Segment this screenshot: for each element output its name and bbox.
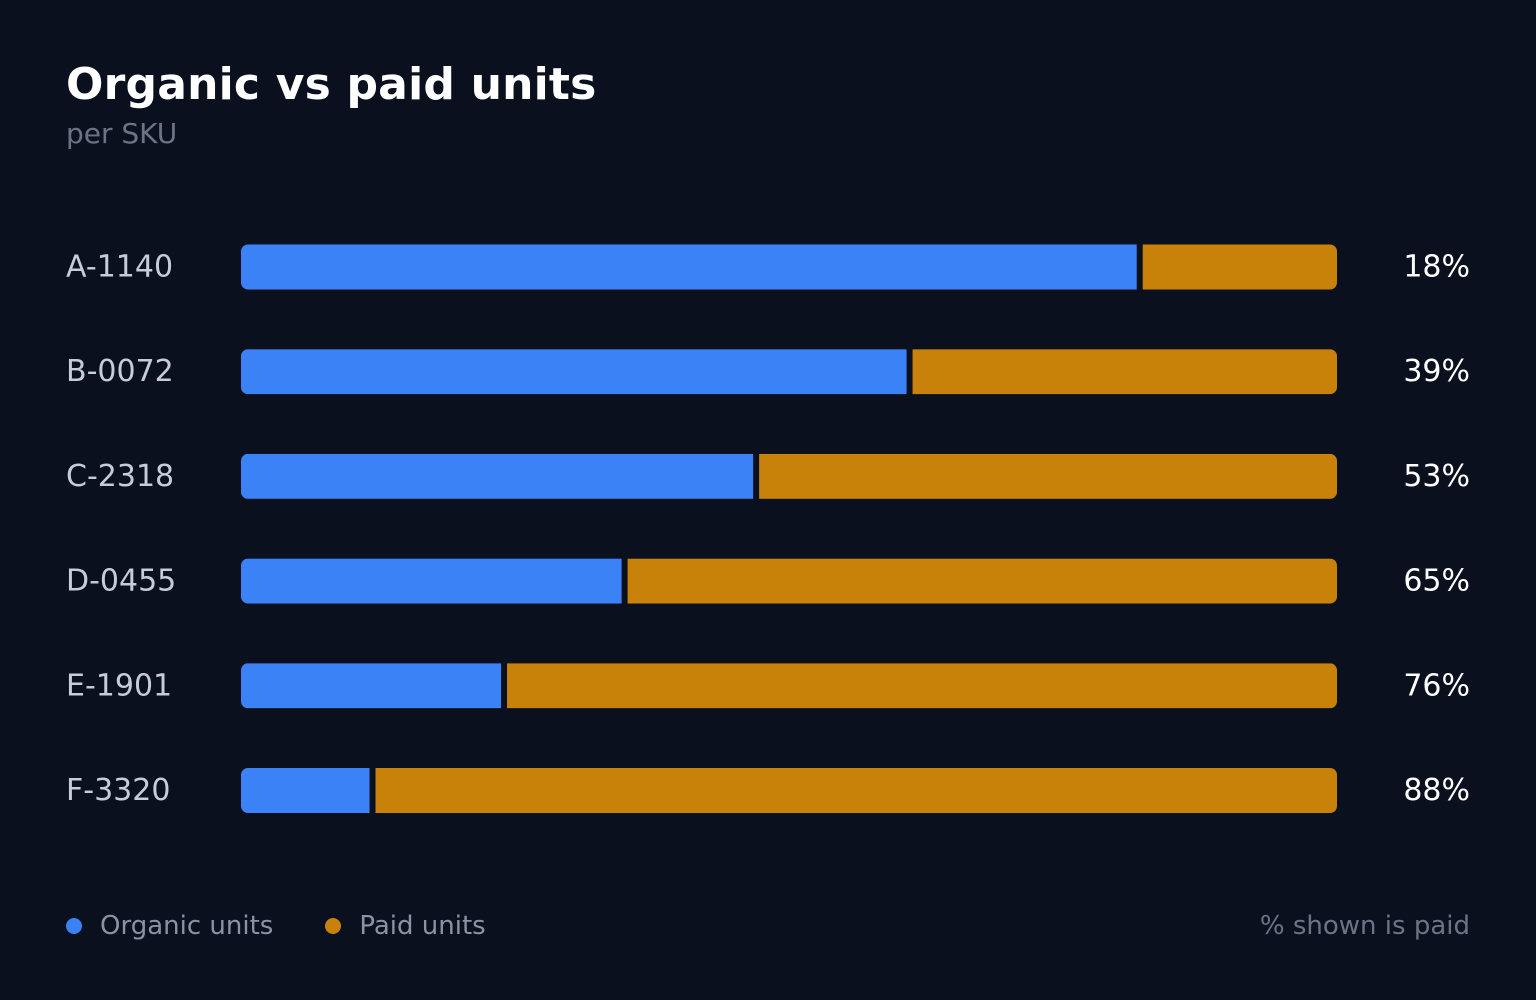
- bar-row: [241, 663, 1337, 709]
- bar-segment-organic: [241, 349, 907, 395]
- legend: Organic units Paid units: [66, 908, 538, 944]
- bar-segment-organic: [241, 558, 622, 604]
- bar-segment-paid: [1142, 244, 1337, 290]
- category-label: E-1901: [66, 668, 172, 703]
- bar-segment-paid: [759, 453, 1337, 499]
- value-label: 76%: [1403, 668, 1470, 703]
- bar-segment-organic: [241, 663, 502, 709]
- bar-segment-paid: [375, 768, 1337, 813]
- value-label: 18%: [1403, 250, 1470, 285]
- chart-title: Organic vs paid units: [66, 59, 597, 110]
- bar-segment-paid: [507, 663, 1337, 709]
- category-label: F-3320: [66, 773, 170, 808]
- value-label: 53%: [1403, 459, 1470, 494]
- category-label: B-0072: [66, 354, 174, 389]
- category-label: D-0455: [66, 564, 176, 599]
- value-label: 65%: [1403, 564, 1470, 599]
- legend-label-organic: Organic units: [100, 911, 274, 941]
- bar-segment-organic: [241, 453, 754, 499]
- chart-footnote: % shown is paid: [1259, 911, 1470, 941]
- value-label: 39%: [1403, 354, 1470, 389]
- bar-row: [241, 453, 1337, 499]
- legend-swatch-paid: [325, 918, 342, 934]
- bar-segment-paid: [627, 558, 1337, 604]
- legend-item-organic: Organic units: [66, 911, 273, 941]
- legend-item-paid: Paid units: [325, 911, 486, 941]
- legend-swatch-organic: [66, 918, 82, 934]
- bar-row: [241, 349, 1337, 395]
- category-label: C-2318: [66, 459, 174, 494]
- bar-segment-organic: [241, 244, 1137, 290]
- bar-segment-organic: [241, 768, 370, 813]
- legend-label-paid: Paid units: [359, 911, 486, 941]
- value-label: 88%: [1403, 773, 1470, 808]
- bar-row: [241, 768, 1337, 813]
- category-label: A-1140: [66, 250, 173, 285]
- bar-row: [241, 244, 1337, 290]
- bar-segment-paid: [912, 349, 1337, 395]
- bar-row: [241, 558, 1337, 604]
- chart-subtitle: per SKU: [66, 117, 178, 150]
